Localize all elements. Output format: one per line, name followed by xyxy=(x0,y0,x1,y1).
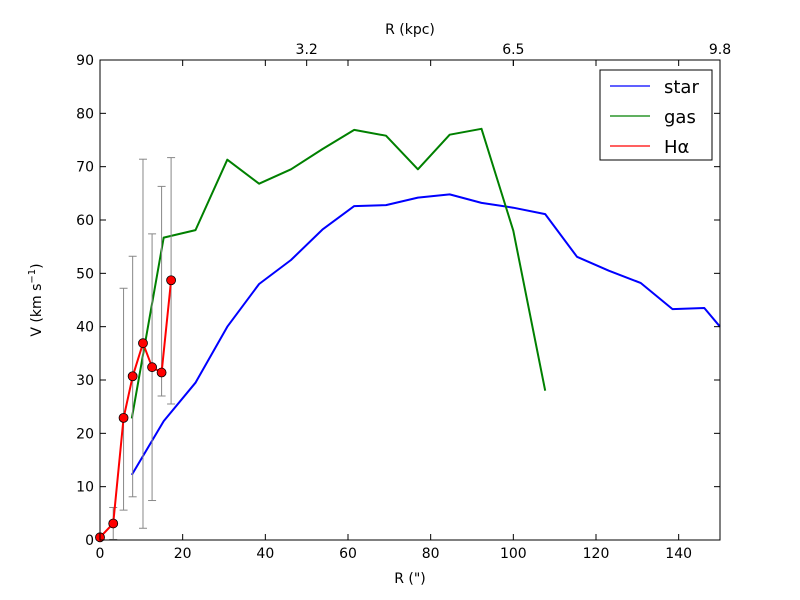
data-point-halpha xyxy=(108,518,119,529)
y-tick-label: 0 xyxy=(85,533,94,549)
series-line-star xyxy=(130,193,721,476)
series-star xyxy=(130,193,721,476)
series-halpha xyxy=(95,157,176,543)
y-tick-label: 90 xyxy=(76,53,94,69)
y-axis-title: V (km s−1) xyxy=(27,263,45,336)
legend-label-star: star xyxy=(664,77,699,98)
top-axis-tick-label: 3.2 xyxy=(296,42,318,58)
y-tick-label: 10 xyxy=(76,480,94,496)
x-tick-label: 80 xyxy=(422,546,440,562)
y-tick-label: 80 xyxy=(76,106,94,122)
y-tick-label: 60 xyxy=(76,213,94,229)
data-point-halpha xyxy=(156,367,167,378)
y-tick-label: 30 xyxy=(76,373,94,389)
axes-layer: 0 20 40 60 80 100 120 140 0 10 20 30 40 50 60 70 80 90 3.2… xyxy=(76,42,731,562)
top-axis-title: R (kpc) xyxy=(385,22,435,38)
x-tick-label: 60 xyxy=(339,546,357,562)
x-tick-label: 120 xyxy=(583,546,610,562)
x-tick-label: 100 xyxy=(500,546,527,562)
x-tick-label: 40 xyxy=(256,546,274,562)
data-point-halpha xyxy=(147,362,157,373)
legend-label-gas: gas xyxy=(664,107,696,128)
data-point-halpha xyxy=(138,338,148,349)
y-tick-label: 20 xyxy=(76,426,94,442)
x-axis-title: R (") xyxy=(394,571,426,587)
y-axis-title-main: V (km s xyxy=(29,284,45,337)
top-axis-tick-label: 9.8 xyxy=(709,42,731,58)
top-axis-tick-label: 6.5 xyxy=(502,42,524,58)
data-point-halpha xyxy=(118,412,129,423)
data-point-halpha xyxy=(166,275,176,286)
legend-label-halpha: Hα xyxy=(664,137,689,158)
series-line-halpha xyxy=(99,280,173,538)
series-layer xyxy=(95,127,721,543)
x-tick-label: 140 xyxy=(665,546,692,562)
x-tick-label: 0 xyxy=(96,546,105,562)
plot-area-frame xyxy=(99,59,721,541)
y-axis-title-end: ) xyxy=(29,263,45,268)
series-gas xyxy=(130,127,547,419)
y-tick-label: 70 xyxy=(76,160,94,176)
legend-frame xyxy=(599,69,713,161)
y-axis-title-exponent: −1 xyxy=(27,269,38,284)
y-tick-label: 40 xyxy=(76,320,94,336)
data-point-halpha xyxy=(127,371,138,382)
x-tick-label: 20 xyxy=(174,546,192,562)
legend: star gas Hα xyxy=(599,69,713,161)
y-tick-label: 50 xyxy=(76,266,94,282)
series-line-gas xyxy=(130,127,547,419)
